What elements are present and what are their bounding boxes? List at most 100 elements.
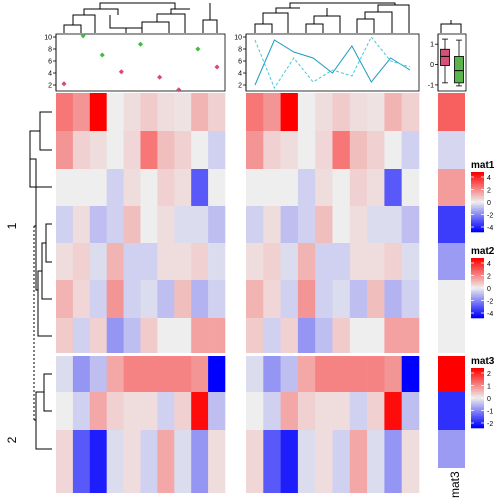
legend-mat3-gradient-step: [471, 374, 484, 376]
mat1-cell: [56, 318, 74, 353]
mat2-cell: [349, 280, 368, 318]
mat2-cell: [280, 243, 299, 280]
mat1-cell: [140, 131, 158, 169]
line-series-dashed: [254, 36, 411, 90]
line-y-tick-label: 8: [238, 47, 242, 54]
mat3-cell: [438, 392, 465, 430]
legend-mat2-gradient-step: [471, 294, 484, 296]
scatter-y-tick-label: 2: [48, 83, 52, 90]
legend-mat3-gradient-step: [471, 417, 484, 420]
column-dendrogram-branch: [126, 27, 143, 33]
mat2-cell: [263, 356, 281, 392]
mat2-cell: [297, 318, 316, 353]
mat2-cell: [297, 93, 316, 131]
mat2-cell: [401, 206, 420, 243]
legend-mat1-tick-label: -2: [487, 212, 493, 219]
mat2-cell: [332, 280, 351, 318]
column-dendrogram-branch: [63, 24, 82, 33]
legend-mat1-gradient-step: [471, 215, 484, 218]
legend-mat2-gradient-step: [471, 265, 484, 268]
mat1-cell: [208, 131, 226, 169]
legend-mat2-gradient-step: [471, 309, 484, 311]
mat1-cell: [123, 280, 141, 318]
column-dendrogram-branch: [202, 19, 218, 33]
scatter-point: [176, 87, 182, 93]
mat1-cell: [174, 280, 192, 318]
legend-mat3-gradient-step: [471, 410, 484, 412]
mat2-cell: [246, 356, 264, 392]
line-y-tick-label: 10: [234, 35, 242, 42]
scatter-point: [214, 64, 220, 70]
legend-mat1-gradient-step: [471, 185, 484, 188]
mat2-cell: [280, 93, 299, 131]
mat2-cell: [246, 280, 264, 318]
legend-mat1-gradient-step: [471, 182, 484, 185]
column-dendrogram-branch: [262, 12, 289, 33]
heatmap-mat1: [56, 93, 226, 493]
legend-mat1-gradient-step: [471, 202, 484, 204]
legend-mat2-gradient-step: [471, 301, 484, 304]
legend-mat3-gradient-step: [471, 426, 484, 429]
legend-mat2-gradient-step: [471, 304, 484, 307]
mat1-cell: [106, 318, 124, 353]
scatter-y-tick-label: 8: [48, 47, 52, 54]
legend-mat1-gradient-step: [471, 199, 484, 201]
legend-mat3-gradient-step: [471, 413, 484, 415]
mat1-cell: [140, 93, 158, 131]
legend-mat3-gradient-step: [471, 420, 484, 423]
mat1-cell: [174, 318, 192, 353]
mat1-cell: [123, 131, 141, 169]
mat1-cell: [191, 169, 209, 206]
mat1-cell: [72, 93, 91, 131]
scatter-annotation-panel: 10 8 6 4 2: [44, 33, 226, 93]
mat1-cell: [89, 392, 107, 430]
mat1-cell: [140, 392, 158, 430]
mat1-cell: [123, 93, 141, 131]
mat1-cell: [106, 392, 124, 430]
legend-mat1-title: mat1: [471, 160, 495, 171]
mat2-cell: [315, 356, 333, 392]
legend-mat3-gradient-step: [471, 398, 484, 400]
legend-mat2-gradient-step: [471, 315, 484, 317]
legend-mat2-gradient-step: [471, 312, 484, 314]
column-dendrogram-1: [63, 2, 218, 33]
scatter-point: [118, 69, 124, 75]
mat1-cell: [106, 93, 124, 131]
legend-mat2-gradient-step: [471, 310, 484, 313]
legend-mat3-tick-label: -2: [487, 421, 493, 428]
column-dendrogram-branch: [275, 7, 300, 13]
mat2-cell: [332, 243, 351, 280]
row-split-label-2: 2: [5, 436, 19, 443]
mat1-cell: [72, 356, 91, 392]
line-series-solid: [254, 39, 411, 86]
mat2-cell: [384, 243, 402, 280]
legend-mat1-tick-label: -4: [487, 225, 493, 232]
mat1-cell: [191, 93, 209, 131]
mat2-cell: [401, 93, 420, 131]
mat1-cell: [174, 169, 192, 206]
mat3-cell: [438, 318, 465, 353]
legend-mat3-gradient-step: [471, 401, 484, 403]
legend-mat2-gradient-step: [471, 295, 484, 298]
heatmap-mat3-annotation: [438, 93, 465, 468]
mat2-cell: [315, 392, 333, 430]
mat2-cell: [263, 280, 281, 318]
mat2-cell: [384, 356, 402, 392]
legend-mat1-gradient-step: [471, 200, 484, 203]
mat3-column-label: mat3: [448, 471, 462, 498]
mat2-cell: [384, 392, 402, 430]
mat1-cell: [72, 206, 91, 243]
legend-mat3-gradient-step: [471, 378, 484, 381]
legend-mat1-gradient-step: [471, 176, 484, 179]
legend-mat1-gradient-step: [471, 218, 484, 221]
mat3-cell: [438, 430, 465, 468]
mat2-cell: [280, 206, 299, 243]
legend-mat1-gradient-step: [471, 224, 484, 227]
mat2-cell: [367, 243, 385, 280]
column-dendrogram-branch: [356, 18, 375, 33]
legend-mat1: mat1 4 2 0 -2 -4: [471, 160, 495, 233]
legend-mat3-tick-label: 2: [487, 371, 491, 378]
mat2-cell: [315, 243, 333, 280]
mat1-cell: [140, 280, 158, 318]
legend-mat3-gradient-step: [471, 395, 484, 397]
